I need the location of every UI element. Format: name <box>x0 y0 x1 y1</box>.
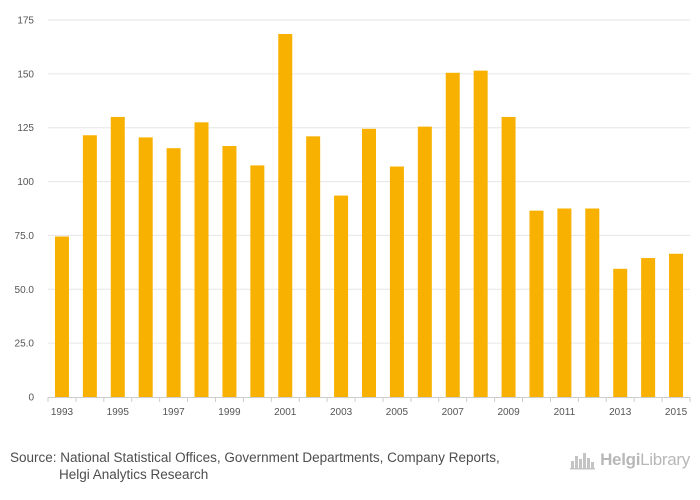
x-tick-label: 1993 <box>51 407 74 418</box>
x-tick-label: 2007 <box>442 407 465 418</box>
y-tick-label: 75.0 <box>15 231 35 242</box>
bar <box>54 236 69 397</box>
helgi-library-logo[interactable]: HelgiLibrary <box>570 449 690 471</box>
bar <box>445 72 460 397</box>
x-axis-ticks <box>47 397 691 402</box>
bar <box>473 70 488 397</box>
bar <box>278 34 293 397</box>
x-tick-label: 2011 <box>554 407 576 418</box>
y-tick-label: 0 <box>28 393 34 404</box>
source-note: Source: National Statistical Offices, Go… <box>10 449 550 483</box>
bar <box>641 258 656 397</box>
bar <box>194 122 209 397</box>
bar <box>166 148 181 397</box>
x-tick-label: 2013 <box>609 407 632 418</box>
bar <box>362 128 376 397</box>
brand-name-part-1: Helgi <box>600 450 641 469</box>
bar <box>585 208 600 397</box>
bar <box>669 253 684 397</box>
x-tick-label: 2009 <box>497 407 520 418</box>
x-tick-label: 1999 <box>218 407 241 418</box>
y-tick-label: 50.0 <box>15 285 35 296</box>
source-line-1: Source: National Statistical Offices, Go… <box>10 450 500 465</box>
bar <box>250 165 265 397</box>
bars <box>54 34 684 398</box>
brand-name-part-2: Library <box>640 450 690 469</box>
bar <box>389 166 404 397</box>
bar <box>557 208 572 397</box>
x-tick-label: 2003 <box>330 407 353 418</box>
y-tick-label: 25.0 <box>15 339 35 350</box>
bar <box>138 137 153 397</box>
x-tick-label: 1997 <box>162 407 185 418</box>
helgi-library-logo-icon <box>570 453 596 470</box>
y-tick-label: 100 <box>17 177 34 188</box>
x-tick-label: 2015 <box>665 407 688 418</box>
chart-footer: Source: National Statistical Offices, Go… <box>0 440 700 500</box>
bar <box>222 146 237 397</box>
bar <box>529 210 544 397</box>
source-line-2: Helgi Analytics Research <box>59 467 209 482</box>
y-tick-label: 150 <box>17 69 34 80</box>
bar <box>613 268 628 397</box>
bar <box>306 136 321 397</box>
brand-name: HelgiLibrary <box>600 450 690 470</box>
y-tick-label: 175 <box>17 16 34 27</box>
bar <box>82 135 97 398</box>
y-axis-tick-labels: 0 25.0 50.0 75.0 100 125 150 175 <box>15 16 35 404</box>
y-tick-label: 125 <box>17 123 34 134</box>
bar <box>334 195 349 397</box>
bar <box>417 126 432 397</box>
bar <box>110 116 125 397</box>
x-tick-label: 1995 <box>107 407 130 418</box>
bar <box>501 116 516 397</box>
x-axis-tick-labels: 1993 1995 1997 1999 2001 2003 2005 2007 2009 2011… <box>51 407 688 418</box>
x-tick-label: 2001 <box>274 407 297 418</box>
x-tick-label: 2005 <box>386 407 409 418</box>
